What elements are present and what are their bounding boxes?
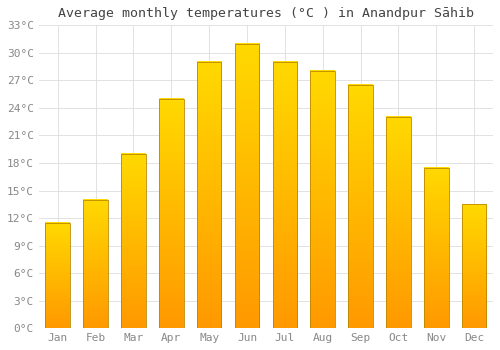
Bar: [46, 223, 70, 328]
Bar: [424, 168, 448, 328]
Title: Average monthly temperatures (°C ) in Anandpur Sāhib: Average monthly temperatures (°C ) in An…: [58, 7, 474, 20]
Bar: [84, 200, 108, 328]
Bar: [386, 117, 410, 328]
Bar: [462, 204, 486, 328]
Bar: [310, 71, 335, 328]
Bar: [234, 44, 260, 328]
Bar: [272, 62, 297, 328]
Bar: [159, 99, 184, 328]
Bar: [121, 154, 146, 328]
Bar: [197, 62, 222, 328]
Bar: [348, 85, 373, 328]
